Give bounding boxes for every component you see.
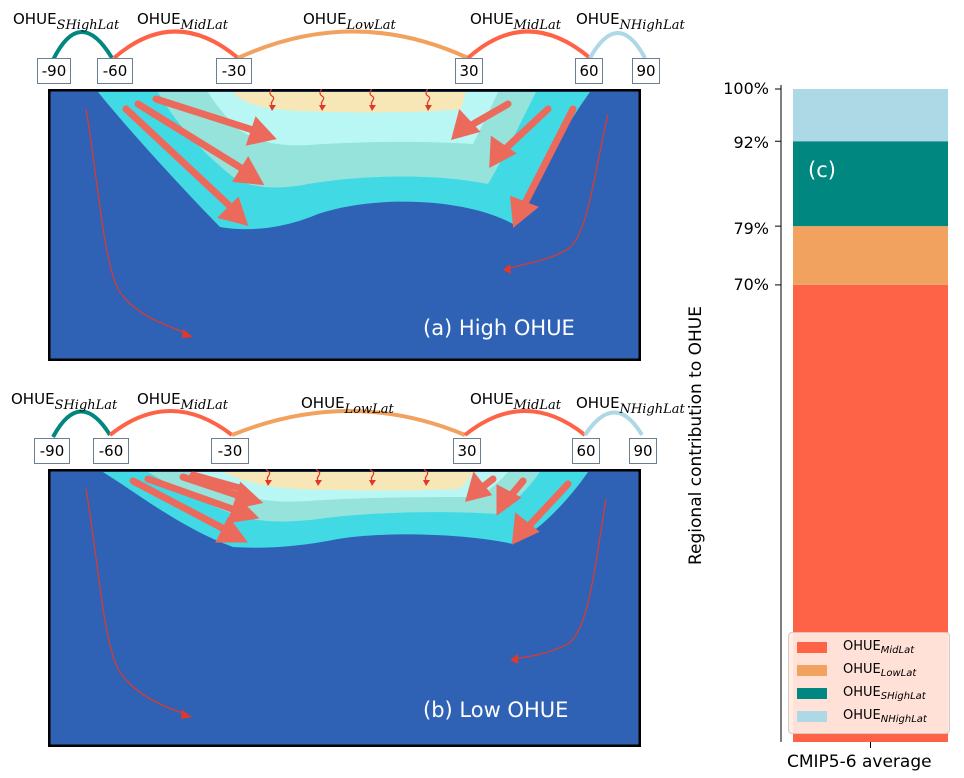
arc-title-midlat-right-b: OHUEMidLat (470, 390, 561, 413)
arc-midlat-right-a (466, 29, 592, 60)
arc-midlat-right-b (463, 409, 587, 437)
tick-label-100: 100% (723, 79, 769, 98)
arc-title-midlat-left-a: OHUEMidLat (137, 10, 228, 33)
x-axis-label: CMIP5-6 average (787, 752, 932, 772)
squiggle-arrowheads-b (265, 480, 430, 486)
arc-title-midlat-left-b: OHUEMidLat (137, 390, 228, 413)
lat-box-b-0: -90 (34, 438, 70, 464)
squiggle-arrows-b (265, 469, 429, 481)
lat-box-a-1: -60 (97, 58, 133, 84)
bar-segment-ohue-nhighlat (793, 89, 948, 142)
lat-box-b-4: 60 (572, 438, 600, 464)
tick-label-70: 70% (733, 275, 769, 294)
lat-box-b-3: 30 (453, 438, 481, 464)
lat-box-b-1: -60 (93, 438, 129, 464)
bar-segment-ohue-lowlat (793, 226, 948, 285)
legend-swatch-shighlat (797, 688, 827, 699)
tick-label-92: 92% (733, 133, 769, 152)
ocean-section-a (48, 89, 641, 361)
lat-box-a-2: -30 (216, 58, 252, 84)
arc-nhighlat-a (588, 31, 647, 59)
legend-swatch-nhighlat (797, 711, 827, 722)
squiggle-arrows-a (269, 89, 431, 106)
arc-title-midlat-right-a: OHUEMidLat (470, 10, 561, 33)
lat-box-a-4: 60 (575, 58, 603, 84)
ocean-section-b (48, 469, 641, 747)
arc-midlat-left-a (112, 29, 240, 60)
tick-group (775, 88, 871, 748)
arc-title-lowlat-b: OHUELowLat (301, 394, 394, 417)
arc-shighlat-a (51, 30, 114, 61)
warm-pool-a (233, 92, 466, 113)
deep-flow-arrowheads-a (182, 264, 511, 338)
squiggle-arrowheads-a (269, 105, 432, 111)
legend-swatch-midlat (797, 642, 827, 653)
tick-label-79: 79% (733, 219, 769, 238)
deep-flow-arrows-b (85, 488, 607, 715)
panel-b-title: (b) Low OHUE (423, 698, 569, 722)
lat-box-a-0: -90 (37, 58, 71, 84)
arc-title-shighlat-b: OHUESHighLat (11, 390, 118, 413)
lat-box-a-5: 90 (632, 58, 660, 84)
arc-midlat-left-b (108, 409, 234, 437)
arc-title-lowlat-a: OHUELowLat (303, 10, 396, 33)
warm-pool-b (223, 472, 473, 491)
thick-arrows-b (129, 471, 572, 545)
panel-a-title: (a) High OHUE (423, 316, 575, 340)
thick-arrows-a (122, 95, 577, 228)
panel-b-arcs (51, 409, 644, 438)
arc-lowlat-b (231, 409, 466, 437)
panel-c-title: (c) (808, 158, 836, 182)
lat-box-b-2: -30 (211, 438, 249, 464)
bar-segment-ohue-shighlat (793, 141, 948, 227)
deep-flow-arrowheads-b (181, 654, 518, 719)
legend-swatch-lowlat (797, 665, 827, 676)
lat-box-b-5: 90 (629, 438, 657, 464)
deep-flow-arrows-a (85, 108, 609, 335)
arc-nhighlat-b (583, 410, 644, 437)
arc-title-shighlat-a: OHUESHighLat (13, 10, 120, 33)
arc-lowlat-a (237, 29, 469, 60)
arc-title-nhighlat-a: OHUENHighLat (576, 10, 685, 33)
arc-title-nhighlat-b: OHUENHighLat (576, 394, 685, 417)
lat-box-a-3: 30 (455, 58, 483, 84)
y-axis-label: Regional contribution to OHUE (686, 306, 706, 565)
legend: OHUEMidLat OHUELowLat OHUESHighLat OHUEN… (788, 632, 950, 734)
arc-shighlat-b (51, 409, 112, 438)
panel-a-arcs (51, 29, 647, 61)
